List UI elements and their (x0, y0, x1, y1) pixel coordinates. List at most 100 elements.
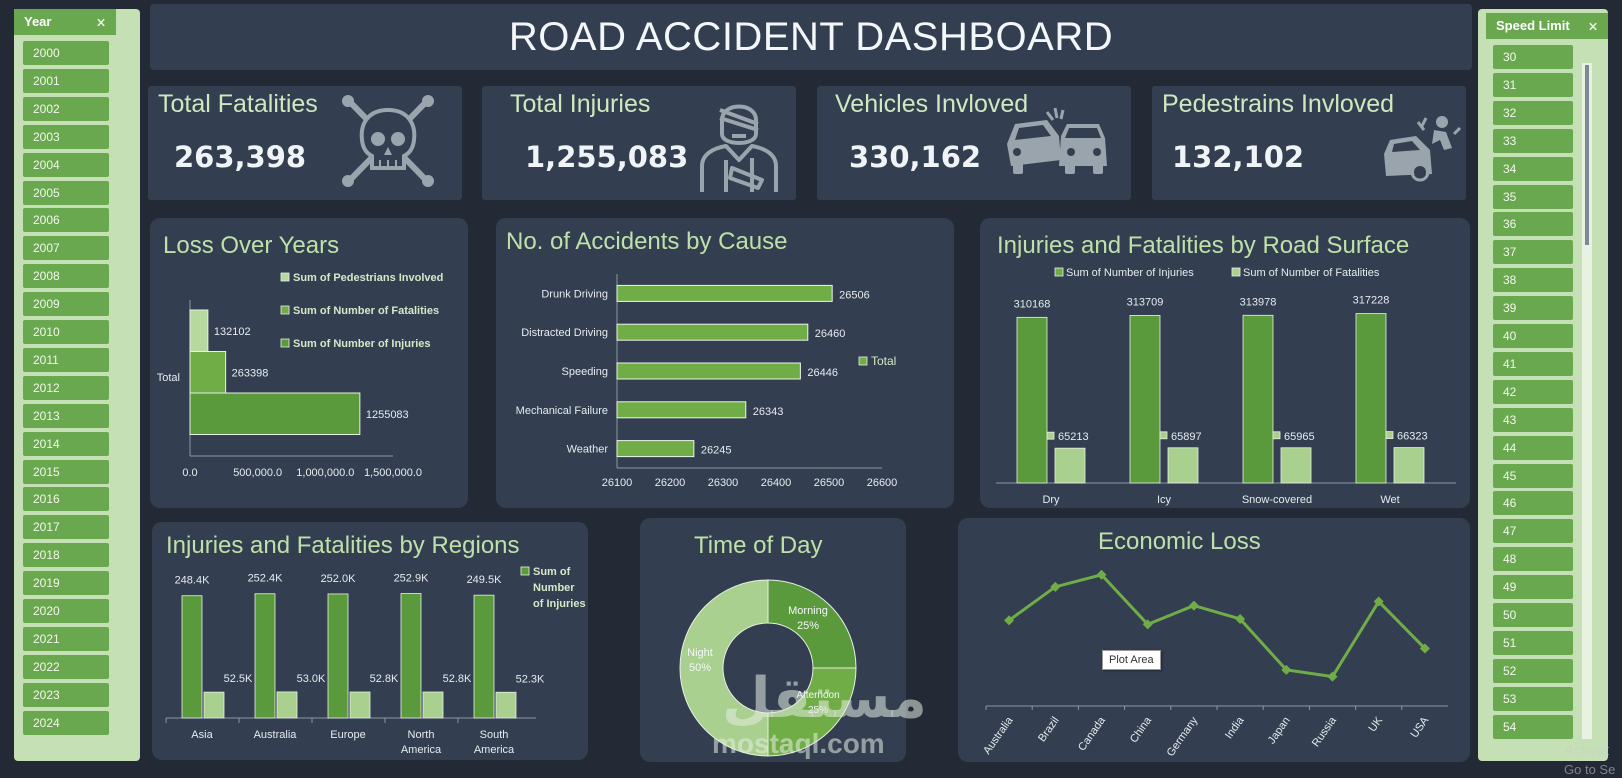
speed-limit-item-53[interactable]: 53 (1493, 686, 1573, 711)
speed-limit-item-34[interactable]: 34 (1493, 156, 1573, 181)
bar-fatalities (422, 691, 444, 719)
speed-limit-item-33[interactable]: 33 (1493, 128, 1573, 153)
year-item-2012[interactable]: 2012 (23, 375, 109, 400)
slice-morning (767, 579, 857, 669)
year-item-2023[interactable]: 2023 (23, 682, 109, 707)
year-item-2006[interactable]: 2006 (23, 208, 109, 233)
speed-limit-item-54[interactable]: 54 (1493, 714, 1573, 739)
legend-swatch (280, 305, 290, 315)
speed-limit-slicer: Speed Limit ⨯ 30 31 32 33 34 35 36 37 38 39 40 41 42… (1478, 9, 1608, 761)
speed-limit-item-31[interactable]: 31 (1493, 72, 1573, 97)
category-label: America (401, 744, 442, 756)
year-item-2003[interactable]: 2003 (23, 124, 109, 149)
speed-limit-item-41[interactable]: 41 (1493, 351, 1573, 376)
speed-limit-item-47[interactable]: 47 (1493, 519, 1573, 544)
x-tick-label: 26600 (867, 477, 898, 489)
year-item-2009[interactable]: 2009 (23, 292, 109, 317)
category-label: Dry (1042, 494, 1060, 506)
x-tick-label: 26200 (655, 477, 686, 489)
year-item-2000[interactable]: 2000 (23, 41, 109, 65)
category-label: Weather (567, 444, 609, 456)
speed-limit-item-46[interactable]: 46 (1493, 491, 1573, 516)
speed-limit-item-48[interactable]: 48 (1493, 547, 1573, 572)
year-item-2014[interactable]: 2014 (23, 431, 109, 456)
year-item-2013[interactable]: 2013 (23, 403, 109, 428)
data-label: 65213 (1058, 431, 1089, 443)
bar-injuries (327, 593, 349, 719)
year-slicer: Year ⨯ 2000 2001 2002 2003 2004 2005 2006 2007 2… (14, 9, 140, 761)
car-crash-icon (1007, 107, 1107, 174)
bar-fatalities (203, 691, 225, 719)
slicer-scrollbar-thumb[interactable] (1585, 65, 1589, 245)
data-label-marker (1046, 431, 1055, 440)
category-label: Drunk Driving (541, 288, 608, 300)
speed-limit-item-45[interactable]: 45 (1493, 463, 1573, 488)
year-item-2024[interactable]: 2024 (23, 710, 109, 735)
year-item-2022[interactable]: 2022 (23, 654, 109, 679)
year-item-2002[interactable]: 2002 (23, 96, 109, 121)
bar-fatalities (349, 691, 371, 719)
category-label: Mechanical Failure (516, 405, 608, 417)
clear-filter-icon[interactable]: ⨯ (1587, 19, 1598, 33)
category-label: UK (1367, 714, 1386, 734)
speed-limit-item-38[interactable]: 38 (1493, 268, 1573, 293)
year-item-2010[interactable]: 2010 (23, 320, 109, 344)
year-slicer-title: Year (24, 14, 52, 29)
speed-limit-item-52[interactable]: 52 (1493, 658, 1573, 683)
year-item-2004[interactable]: 2004 (23, 152, 109, 177)
speed-limit-item-51[interactable]: 51 (1493, 630, 1573, 655)
speed-limit-item-30[interactable]: 30 (1493, 45, 1573, 69)
year-item-2019[interactable]: 2019 (23, 571, 109, 596)
data-label: 248.4K (175, 575, 211, 587)
regions-chart: 248.4K 52.5K Asia 252.4K 53.0K Australia 252.0… (165, 566, 586, 756)
bar-sum-of-pedestrians-involved (189, 309, 209, 352)
category-label: Distracted Driving (521, 327, 608, 339)
speed-limit-item-37[interactable]: 37 (1493, 240, 1573, 265)
line-point (1096, 569, 1107, 580)
year-item-2005[interactable]: 2005 (23, 180, 109, 205)
kpi-card-injuries: Total Injuries 1,255,083 (482, 86, 796, 200)
x-tick-label: 26500 (814, 477, 845, 489)
year-item-2018[interactable]: 2018 (23, 543, 109, 568)
speed-limit-item-50[interactable]: 50 (1493, 603, 1573, 627)
slice-afternoon (767, 667, 857, 757)
speed-limit-item-43[interactable]: 43 (1493, 407, 1573, 432)
bar-fatalities (1054, 447, 1086, 484)
speed-limit-slicer-title: Speed Limit (1496, 18, 1570, 33)
bar-injuries (400, 593, 422, 719)
bar-speeding (616, 362, 801, 380)
chart-title: Loss Over Years (163, 232, 340, 259)
speed-limit-item-44[interactable]: 44 (1493, 435, 1573, 460)
kpi-value: 330,162 (849, 140, 982, 174)
year-item-2021[interactable]: 2021 (23, 626, 109, 651)
speed-limit-item-49[interactable]: 49 (1493, 575, 1573, 600)
speed-limit-item-32[interactable]: 32 (1493, 100, 1573, 125)
speed-limit-item-35[interactable]: 35 (1493, 184, 1573, 209)
year-item-2001[interactable]: 2001 (23, 68, 109, 93)
chart-title: No. of Accidents by Cause (506, 228, 788, 255)
data-label: 26343 (753, 406, 784, 418)
year-item-2017[interactable]: 2017 (23, 515, 109, 540)
accidents-by-cause-chart: Drunk Driving 26506 Distracted Driving 2646… (516, 274, 898, 489)
clear-filter-icon[interactable]: ⨯ (95, 15, 106, 29)
speed-limit-item-39[interactable]: 39 (1493, 296, 1573, 321)
year-item-2007[interactable]: 2007 (23, 236, 109, 261)
legend-swatch (1231, 267, 1241, 277)
slicer-scrollbar[interactable] (1582, 63, 1592, 739)
year-item-2008[interactable]: 2008 (23, 264, 109, 289)
speed-limit-item-36[interactable]: 36 (1493, 212, 1573, 237)
year-item-2015[interactable]: 2015 (23, 459, 109, 484)
year-item-2011[interactable]: 2011 (23, 347, 109, 372)
year-item-2020[interactable]: 2020 (23, 599, 109, 623)
economic-loss-chart: Australia Brazil Canada China Germany India Ja… (981, 569, 1448, 759)
speed-limit-item-40[interactable]: 40 (1493, 324, 1573, 348)
x-tick-label: 500,000.0 (233, 467, 282, 479)
data-label: 1255083 (366, 409, 409, 421)
category-label: Canada (1076, 714, 1108, 753)
data-label-marker (1159, 431, 1168, 440)
speed-limit-item-42[interactable]: 42 (1493, 379, 1573, 404)
plot-area-tooltip: Plot Area (1102, 650, 1161, 670)
bar-injuries (254, 593, 276, 719)
year-item-2016[interactable]: 2016 (23, 487, 109, 512)
data-label: 26446 (807, 367, 838, 379)
